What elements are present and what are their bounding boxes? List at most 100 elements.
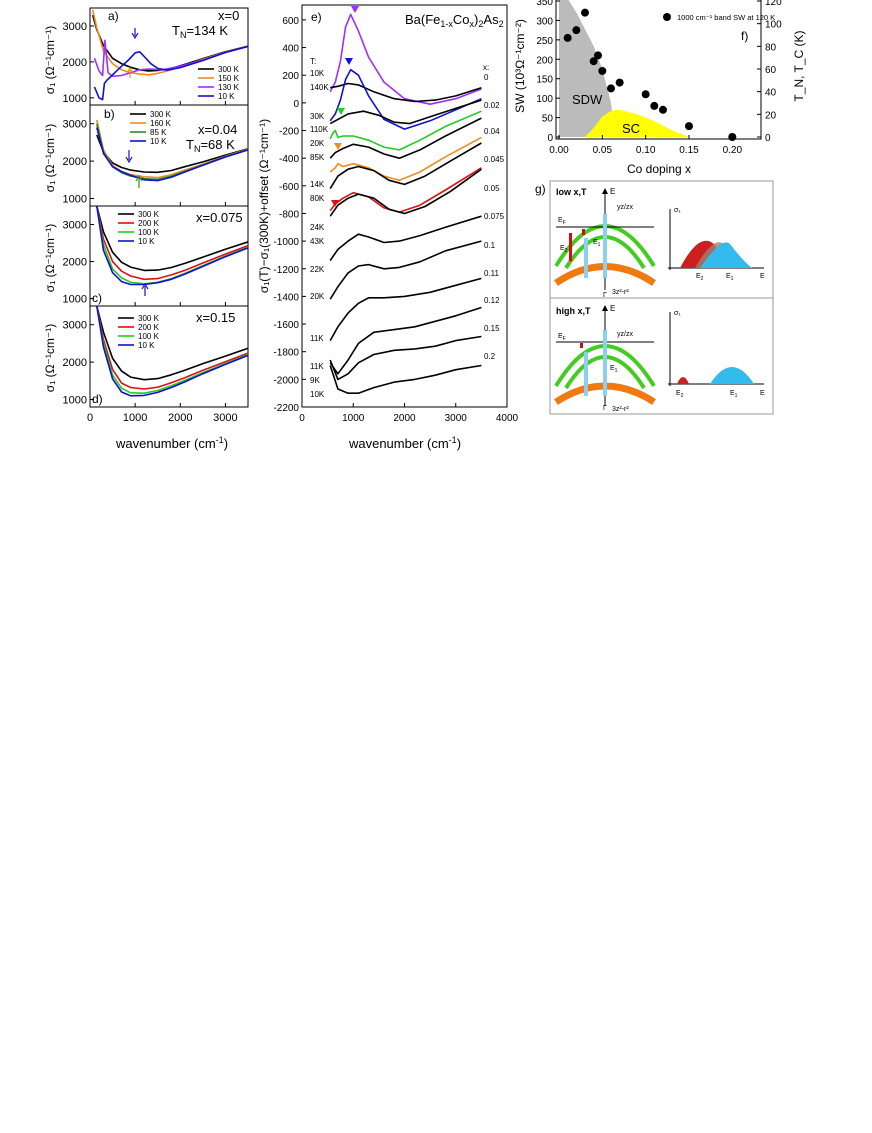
panel-e-ytick-label: -1400 [273, 292, 299, 303]
panel-a-label-tn: TN=134 K [172, 23, 228, 40]
panel-e-t-header: T: [310, 57, 316, 66]
panel-f-xlabel: Co doping x [627, 162, 691, 176]
legend-label: 100 K [138, 332, 160, 341]
panel-e-xtick-label: 1000 [342, 413, 365, 424]
panel-e-x-label: 0.15 [484, 324, 500, 333]
panel-c-letter: c) [92, 291, 102, 305]
left-ytick-label: 3000 [63, 220, 87, 232]
panel-e-x-label: 0.1 [484, 241, 496, 250]
g-top-e2: E2 [560, 245, 568, 254]
legend-label: 300 K [218, 65, 240, 74]
left-xtick-label: 0 [87, 412, 93, 424]
panel-f-points [563, 8, 737, 141]
left-ytick-label: 2000 [63, 57, 87, 69]
left-panel-0-curve-3 [93, 45, 248, 101]
panel-e-ytick-label: -2200 [273, 403, 299, 414]
g-top-band-label1: yz/zx [617, 204, 633, 211]
panel-e-curve-9 [329, 168, 482, 217]
panel-f-point [593, 51, 602, 60]
panel-g-top-title: low x,T [556, 187, 587, 197]
panel-d-letter: d) [92, 392, 103, 406]
panel-f-ytick-left-label: 300 [536, 16, 553, 27]
panel-e-ytick-label: -400 [279, 154, 299, 165]
legend-label: 10 K [150, 137, 167, 146]
panel-f-point [580, 8, 589, 17]
g-bot-e-label: E [610, 304, 615, 313]
panel-e-temp-label: 30K [310, 112, 325, 121]
panel-e-ytick-label: 200 [282, 71, 299, 82]
g-top-red-arrow-1 [569, 233, 572, 261]
legend-label: 10 K [138, 237, 155, 246]
panel-e-temp-label: 20K [310, 292, 325, 301]
panel-f-ylabel-right: T_N, T_C (K) [792, 30, 806, 101]
g-bot-blue-arrow-1 [584, 352, 588, 396]
panel-e-curve-13 [329, 306, 482, 375]
panel-e-temp-label: 43K [310, 237, 325, 246]
panel-e-temp-label: 24K [310, 223, 325, 232]
panel-e-x-header: x: [483, 63, 489, 72]
g-bot-sigma-blue [710, 367, 754, 384]
panel-f-point [684, 122, 693, 131]
panel-f-regions [559, 0, 689, 137]
panel-f-region-sc [585, 109, 689, 137]
panel-f-legend-marker [663, 13, 671, 21]
panel-f-ytick-right-label: 100 [765, 20, 782, 31]
panel-e-temp-label: 11K [310, 334, 324, 343]
panel-e-ytick-label: -200 [279, 127, 299, 138]
legend-label: 85 K [150, 128, 167, 137]
left-panel-0-series [91, 9, 248, 101]
panel-g-letter: g) [535, 182, 546, 196]
left-panel-3-series [96, 306, 248, 397]
panel-e-x-label: 0.05 [484, 184, 500, 193]
panel-e: 6004002000-200-400-600-800-1000-1200-140… [257, 4, 519, 451]
panel-e-marker-green [337, 108, 345, 115]
g-top-gamma: Γ [603, 292, 607, 299]
panel-e-ytick-label: -1200 [273, 265, 299, 276]
panel-e-temp-label: 11K [310, 362, 324, 371]
g-top-red-arrow-2 [582, 229, 585, 235]
panel-d-label-x: x=0.15 [196, 310, 235, 325]
g-top-sigma-label: σ₁ [674, 207, 681, 214]
arrow-c-blue-head [141, 282, 149, 290]
left-xtick-label: 2000 [168, 412, 192, 424]
arrow-a-orange-head [126, 66, 134, 74]
panel-e-temp-label: 140K [310, 83, 329, 92]
panel-e-x-label: 0 [484, 73, 489, 82]
panel-f-sc: SC [622, 121, 640, 136]
panel-e-curve-0 [329, 13, 482, 105]
left-xlabel: wavenumber (cm-1) [115, 435, 228, 451]
panel-e-curve-3 [329, 99, 482, 125]
panel-e-curve-2 [329, 68, 482, 130]
panel-e-ytick-label: -1600 [273, 320, 299, 331]
panel-e-temp-label: 20K [310, 139, 325, 148]
panel-b-letter: b) [104, 107, 115, 121]
ylabel-c: σ₁ (Ω⁻¹cm⁻¹) [43, 224, 57, 292]
panel-e-curve-12 [329, 277, 482, 341]
left-ytick-label: 2000 [63, 156, 87, 168]
panel-g-bottom-title: high x,T [556, 306, 591, 316]
g-top-sigma-e2: E2 [696, 273, 704, 282]
panel-e-curve-6 [329, 136, 482, 182]
panel-f-ytick-left-label: 100 [536, 94, 553, 105]
left-ytick-label: 3000 [63, 320, 87, 332]
panel-e-ytick-label: -2000 [273, 375, 299, 386]
panel-e-curve-15 [329, 364, 482, 394]
panel-f-sdw: SDW [572, 92, 603, 107]
panel-e-temp-label: 9K [310, 376, 320, 385]
legend-label: 160 K [150, 119, 172, 128]
g-top-e-axis-arrow [602, 188, 608, 194]
panel-e-temp-label: 80K [310, 194, 325, 203]
left-column: 1000 2000 3000 1000 2000 3000 1000 2000 3000 1000… [43, 7, 249, 451]
panel-e-marker-red [331, 200, 339, 207]
panel-f-ytick-left-label: 0 [547, 133, 553, 144]
panel-e-temp-label: 110K [310, 125, 329, 134]
left-panel-3-curve-3 [96, 306, 248, 397]
panel-e-temp-label: 14K [310, 180, 325, 189]
g-bot-red-arrow [580, 343, 583, 348]
panel-e-temp-label: 22K [310, 265, 325, 274]
g-bot-sigma-label: σ₁ [674, 310, 681, 317]
g-bot-gamma: Γ [603, 405, 607, 412]
panel-e-curve-10 [329, 215, 482, 261]
panel-e-series [329, 13, 482, 394]
panel-f-ytick-left-label: 50 [542, 114, 554, 125]
